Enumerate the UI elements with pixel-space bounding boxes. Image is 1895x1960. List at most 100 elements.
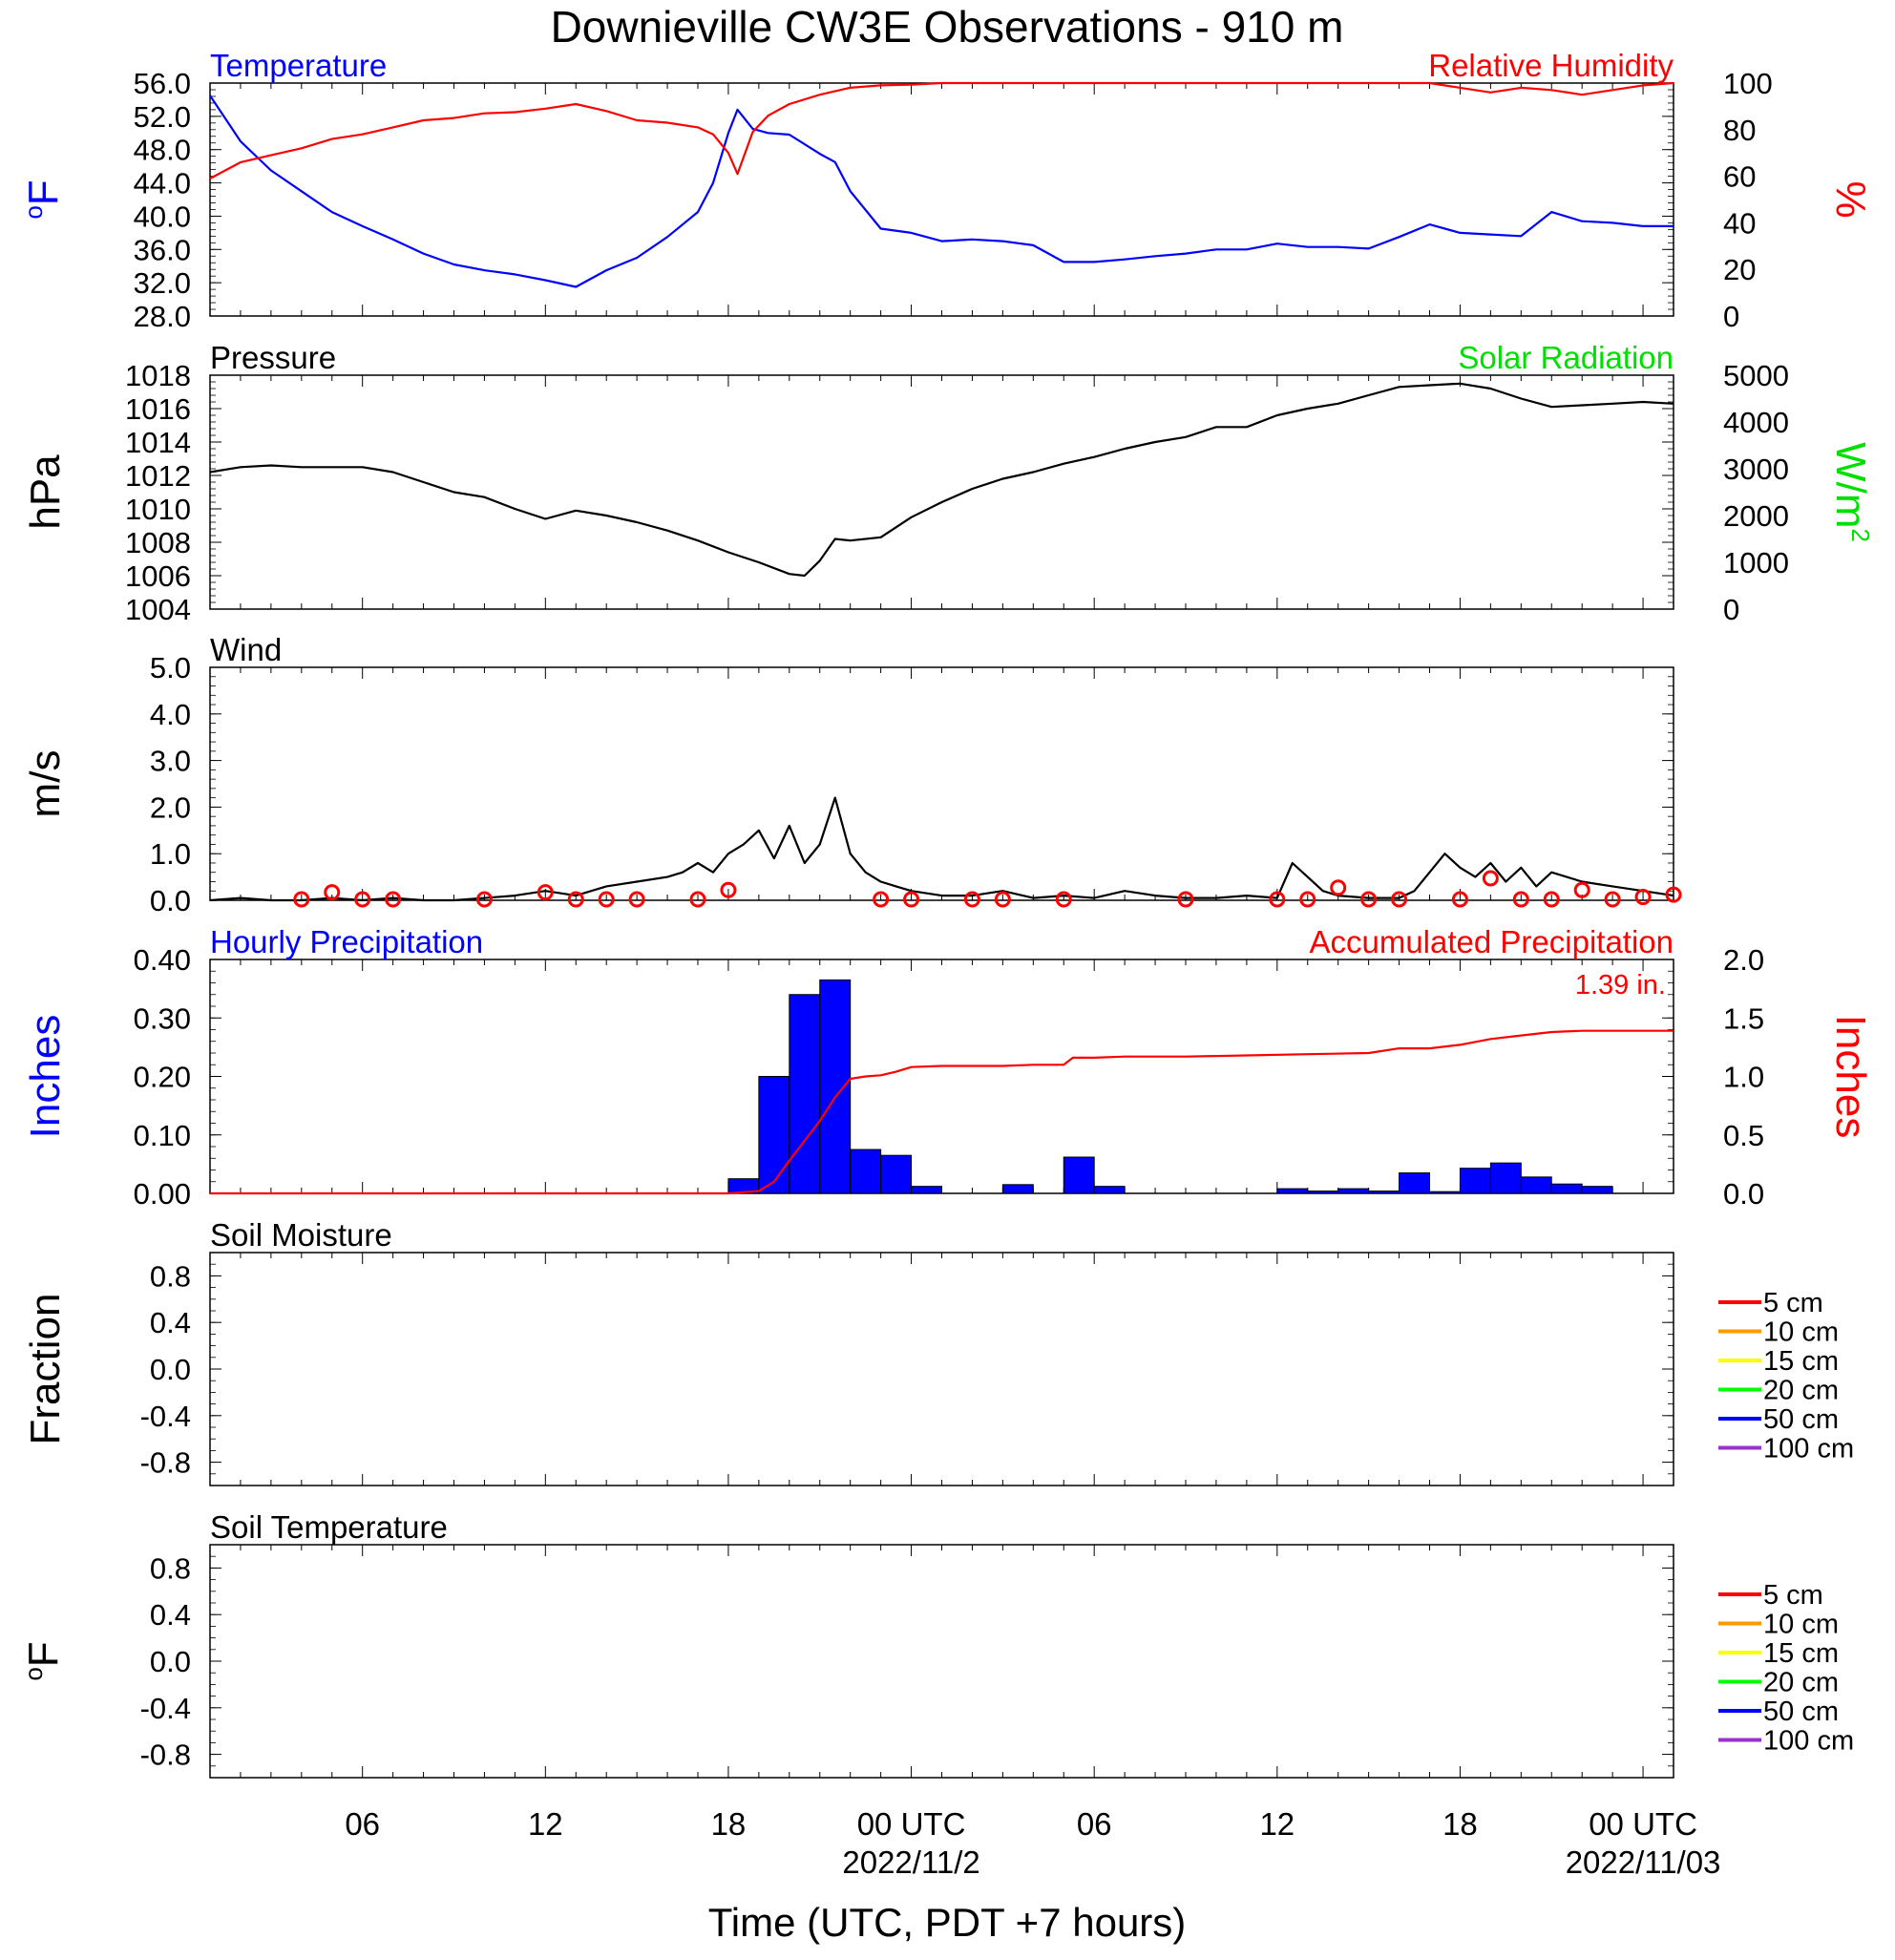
- y-tick-label-left: 5.0: [150, 651, 191, 685]
- precip-bar: [880, 1154, 913, 1194]
- wind-marker: [1055, 891, 1072, 908]
- y-tick-label-right: 100: [1723, 67, 1773, 100]
- series-pressure: [209, 382, 1674, 578]
- y-tick-label-left: 1004: [125, 593, 191, 626]
- y-tick-label-left: 0.0: [150, 1645, 191, 1678]
- y-tick-label-right: 1.5: [1723, 1001, 1764, 1035]
- panel-wind: 5.0 4.0 3.0 2.0 1.0 0.0 Wind m/s: [22, 632, 1682, 917]
- precip-bar: [1429, 1191, 1461, 1194]
- y-tick-label-right: 0: [1723, 300, 1739, 333]
- y-tick-label-left: 0.40: [134, 943, 191, 977]
- y-axis-label-left: Inches: [22, 1015, 69, 1139]
- y-tick-label-right: 1.0: [1723, 1061, 1764, 1094]
- y-tick-label-right: 1000: [1723, 546, 1789, 580]
- wind-marker: [1512, 891, 1529, 908]
- y-tick-label-left: 0.8: [150, 1259, 191, 1293]
- x-tick-label: 06: [1077, 1806, 1112, 1842]
- wind-marker: [873, 891, 890, 908]
- y-tick-label-left: -0.8: [140, 1739, 191, 1772]
- series-relative-humidity: [209, 81, 1674, 179]
- plot-frame: [209, 82, 1674, 317]
- legend-label: 15 cm: [1763, 1638, 1839, 1669]
- wind-marker: [1177, 891, 1194, 908]
- wind-marker: [903, 891, 920, 908]
- y-tick-label-left: 0.0: [150, 884, 191, 917]
- x-tick-label: 12: [1259, 1806, 1295, 1842]
- y-tick-label-left: 56.0: [134, 67, 191, 100]
- y-tick-label-left: -0.4: [140, 1692, 191, 1725]
- panel-title-left: Wind: [210, 632, 282, 667]
- precip-bar: [1307, 1191, 1339, 1194]
- x-date-label: 2022/11/2: [842, 1844, 979, 1880]
- y-tick-label-left: 36.0: [134, 233, 191, 266]
- x-tick-label: 06: [345, 1806, 380, 1842]
- precip-bar: [850, 1149, 882, 1194]
- y-tick-label-left: 1.0: [150, 837, 191, 871]
- plot-frame: [209, 666, 1674, 901]
- y-tick-label-left: -0.8: [140, 1446, 191, 1480]
- panel-title-right: Solar Radiation: [1458, 340, 1674, 375]
- wind-marker: [689, 891, 706, 908]
- wind-marker: [324, 884, 341, 901]
- legend-label: 10 cm: [1763, 1610, 1839, 1640]
- y-tick-label-left: 1006: [125, 559, 191, 593]
- y-tick-label-left: 1012: [125, 459, 191, 493]
- y-axis-label-left: oF: [19, 179, 67, 219]
- y-tick-label-right: 3000: [1723, 453, 1789, 486]
- y-tick-label-left: 0.4: [150, 1306, 191, 1339]
- y-tick-label-left: 28.0: [134, 300, 191, 333]
- y-tick-label-right: 80: [1723, 114, 1756, 147]
- precip-bar: [819, 979, 852, 1194]
- y-tick-label-right: 2.0: [1723, 943, 1764, 977]
- series-temperature: [209, 95, 1674, 288]
- wind-marker: [598, 891, 615, 908]
- legend-label: 10 cm: [1763, 1317, 1839, 1348]
- legend-label: 50 cm: [1763, 1404, 1839, 1435]
- precip-bar: [1550, 1183, 1583, 1194]
- precip-bar: [789, 994, 821, 1194]
- precip-bar: [1368, 1191, 1400, 1194]
- x-date-label: 2022/11/03: [1566, 1844, 1721, 1880]
- panel-soil-moisture: 0.8 0.4 0.0 -0.4 -0.8 Soil Moisture Fraction 5 …: [22, 1217, 1854, 1486]
- chart-panels: 56.052.048.044.040.036.032.028.010080604…: [19, 48, 1875, 1779]
- y-tick-label-left: 1010: [125, 493, 191, 526]
- precip-bar: [1001, 1184, 1034, 1194]
- precip-bar: [1489, 1162, 1522, 1194]
- wind-marker: [567, 891, 584, 908]
- wind-marker: [1482, 870, 1499, 887]
- x-tick-label: 00 UTC: [1589, 1806, 1697, 1842]
- y-tick-label-left: 52.0: [134, 100, 191, 134]
- wind-marker: [293, 891, 310, 908]
- y-axis-label-right: %: [1827, 180, 1874, 218]
- precip-bar: [1581, 1186, 1613, 1194]
- wind-marker: [475, 891, 493, 908]
- y-tick-label-left: 3.0: [150, 745, 191, 778]
- panel-title-left: Pressure: [210, 340, 336, 375]
- legend-label: 100 cm: [1763, 1726, 1854, 1757]
- y-tick-label-left: 1018: [125, 359, 191, 392]
- y-tick-label-right: 40: [1723, 206, 1756, 240]
- wind-marker: [1360, 891, 1378, 908]
- legend-label: 5 cm: [1763, 1580, 1823, 1611]
- y-tick-label-right: 20: [1723, 253, 1756, 286]
- precip-bar: [1063, 1156, 1095, 1194]
- y-tick-label-left: 0.30: [134, 1001, 191, 1035]
- precip-bar: [1399, 1172, 1430, 1194]
- legend-label: 5 cm: [1763, 1288, 1823, 1318]
- precip-bar: [911, 1186, 942, 1194]
- y-tick-label-left: 4.0: [150, 698, 191, 731]
- panel-title-left: Hourly Precipitation: [210, 924, 483, 959]
- y-tick-label-left: 0.8: [150, 1551, 191, 1585]
- y-tick-label-left: 44.0: [134, 167, 191, 200]
- y-tick-label-right: 0.0: [1723, 1177, 1764, 1211]
- wind-marker: [1269, 891, 1286, 908]
- y-tick-label-left: 0.20: [134, 1061, 191, 1094]
- y-axis-label-left: m/s: [22, 750, 69, 818]
- wind-marker: [354, 891, 371, 908]
- y-axis-label-left: oF: [19, 1641, 67, 1680]
- x-tick-label: 00 UTC: [857, 1806, 966, 1842]
- wind-marker: [1543, 891, 1560, 908]
